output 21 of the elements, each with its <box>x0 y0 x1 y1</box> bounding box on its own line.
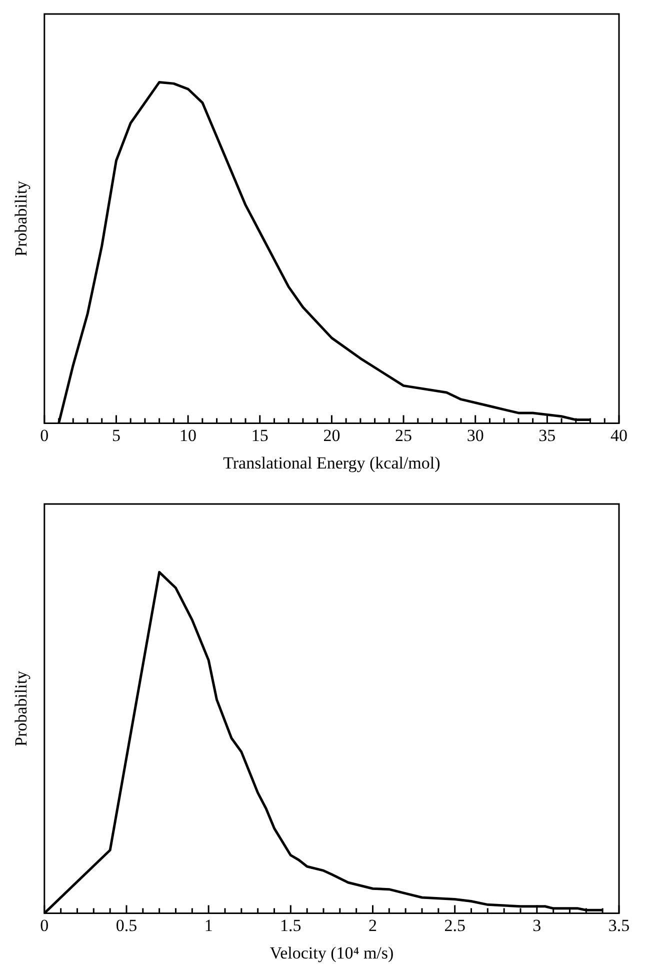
x-tick-label: 2 <box>368 916 377 935</box>
y-axis-title: Probability <box>12 670 31 746</box>
x-tick-label: 0 <box>40 916 49 935</box>
x-tick-label: 20 <box>323 426 340 445</box>
x-tick-label: 5 <box>112 426 120 445</box>
x-tick-label: 3.5 <box>608 916 630 935</box>
x-tick-label: 3 <box>532 916 542 935</box>
x-tick-label: 0.5 <box>116 916 138 935</box>
x-tick-label: 1 <box>204 916 213 935</box>
y-axis-title: Probability <box>12 180 31 256</box>
x-tick-label: 15 <box>251 426 268 445</box>
x-tick-label: 25 <box>395 426 412 445</box>
x-axis-title: Velocity (10⁴ m/s) <box>270 943 394 962</box>
x-tick-label: 1.5 <box>280 916 302 935</box>
x-axis-title: Translational Energy (kcal/mol) <box>223 453 440 472</box>
x-tick-label: 0 <box>40 426 49 445</box>
x-tick-label: 35 <box>538 426 556 445</box>
x-tick-label: 40 <box>610 426 628 445</box>
x-tick-label: 10 <box>180 426 197 445</box>
x-tick-label: 2.5 <box>444 916 466 935</box>
x-tick-label: 30 <box>466 426 484 445</box>
